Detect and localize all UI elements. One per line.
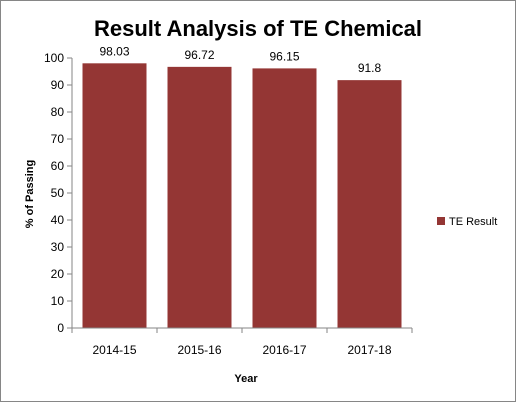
data-labels: 98.03 96.72 96.15 91.8 xyxy=(99,44,381,75)
y-tick-label: 30 xyxy=(51,240,65,254)
y-tick-label: 90 xyxy=(51,78,65,92)
legend-label: TE Result xyxy=(449,216,497,228)
chart-title: Result Analysis of TE Chemical xyxy=(94,16,422,41)
y-tick-label: 70 xyxy=(51,132,65,146)
data-label: 96.15 xyxy=(269,49,299,63)
y-tick-label: 50 xyxy=(51,186,65,200)
bar-2015-16 xyxy=(167,66,232,328)
bar-2017-18 xyxy=(337,80,402,328)
bar-2014-15 xyxy=(82,63,147,328)
y-tick-label: 80 xyxy=(51,105,65,119)
y-tick-label: 0 xyxy=(57,321,64,335)
x-tick-label: 2014-15 xyxy=(92,343,136,357)
x-axis-label: Year xyxy=(234,373,258,385)
y-tick-label: 60 xyxy=(51,159,65,173)
x-tick-label: 2016-17 xyxy=(262,343,306,357)
y-axis-ticks: 0 10 20 30 40 50 60 70 80 90 100 xyxy=(44,51,72,335)
y-tick-label: 20 xyxy=(51,267,65,281)
legend-swatch xyxy=(437,217,445,225)
legend: TE Result xyxy=(437,216,497,228)
data-label: 96.72 xyxy=(184,48,214,62)
x-axis-ticks: 2014-15 2015-16 2016-17 2017-18 xyxy=(71,328,413,357)
x-tick-label: 2017-18 xyxy=(347,343,391,357)
bars xyxy=(82,63,402,329)
data-label: 98.03 xyxy=(99,44,129,58)
y-tick-label: 100 xyxy=(44,51,64,65)
y-tick-label: 40 xyxy=(51,213,65,227)
y-axis-label: % of Passing xyxy=(24,160,36,228)
bar-2016-17 xyxy=(252,68,317,329)
y-tick-label: 10 xyxy=(51,294,65,308)
data-label: 91.8 xyxy=(358,61,382,75)
x-tick-label: 2015-16 xyxy=(177,343,221,357)
